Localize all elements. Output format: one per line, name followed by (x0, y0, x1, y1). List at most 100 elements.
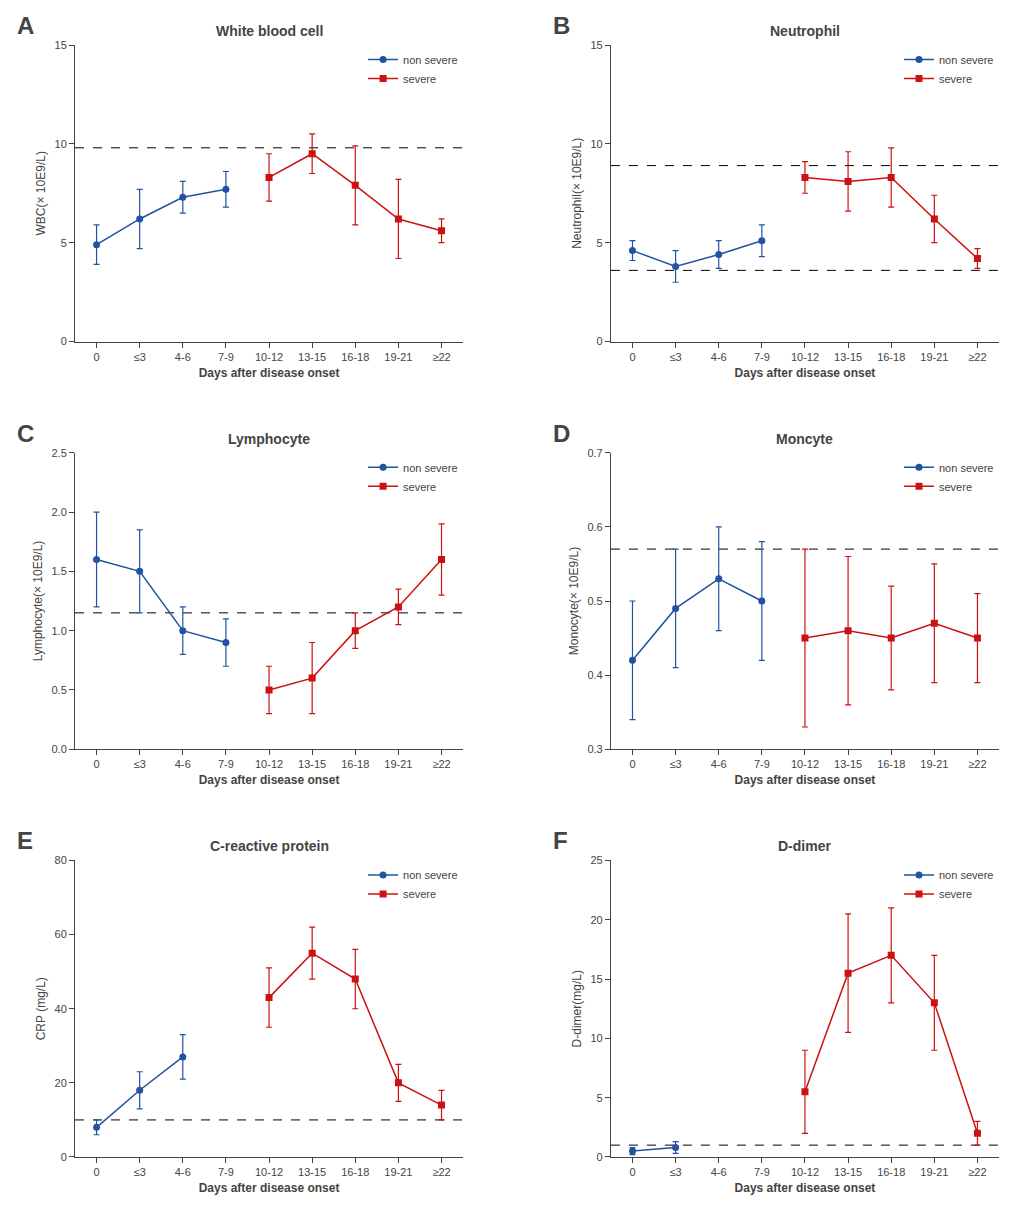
svg-text:0: 0 (629, 351, 635, 363)
svg-text:7-9: 7-9 (754, 1166, 770, 1178)
svg-text:≥22: ≥22 (432, 1166, 450, 1178)
svg-text:15: 15 (590, 39, 602, 51)
svg-text:0: 0 (93, 351, 99, 363)
svg-text:non severe: non severe (403, 54, 457, 66)
svg-text:Days after disease onset: Days after disease onset (199, 1181, 340, 1195)
svg-text:C-reactive protein: C-reactive protein (210, 838, 329, 854)
svg-text:40: 40 (55, 1003, 67, 1015)
svg-text:≤3: ≤3 (670, 1166, 682, 1178)
svg-text:Days after disease onset: Days after disease onset (199, 366, 340, 380)
svg-text:13-15: 13-15 (834, 758, 862, 770)
svg-text:10-12: 10-12 (255, 758, 283, 770)
svg-text:0: 0 (597, 335, 603, 347)
svg-text:Days after disease onset: Days after disease onset (199, 773, 340, 787)
svg-text:2.0: 2.0 (52, 506, 67, 518)
svg-text:1.0: 1.0 (52, 625, 67, 637)
svg-text:0: 0 (93, 758, 99, 770)
svg-text:0: 0 (61, 1151, 67, 1163)
svg-text:≤3: ≤3 (134, 351, 146, 363)
svg-text:Lymphocyte: Lymphocyte (228, 431, 310, 447)
svg-text:0: 0 (597, 1151, 603, 1163)
svg-text:non severe: non severe (939, 54, 993, 66)
svg-text:10-12: 10-12 (255, 351, 283, 363)
svg-text:severe: severe (939, 888, 972, 900)
svg-text:5: 5 (597, 1092, 603, 1104)
svg-text:5: 5 (597, 237, 603, 249)
svg-text:16-18: 16-18 (341, 351, 369, 363)
svg-text:≤3: ≤3 (670, 758, 682, 770)
svg-text:0.4: 0.4 (587, 669, 602, 681)
svg-text:19-21: 19-21 (384, 1166, 412, 1178)
svg-text:0.3: 0.3 (587, 743, 602, 755)
svg-text:25: 25 (590, 854, 602, 866)
svg-text:non severe: non severe (403, 869, 457, 881)
svg-text:severe: severe (403, 73, 436, 85)
svg-text:13-15: 13-15 (298, 758, 326, 770)
svg-text:2.5: 2.5 (52, 447, 67, 459)
svg-text:13-15: 13-15 (298, 1166, 326, 1178)
svg-text:0.6: 0.6 (587, 521, 602, 533)
svg-text:10-12: 10-12 (255, 1166, 283, 1178)
svg-text:4-6: 4-6 (175, 758, 191, 770)
svg-text:4-6: 4-6 (711, 1166, 727, 1178)
svg-text:0.7: 0.7 (587, 447, 602, 459)
svg-text:60: 60 (55, 928, 67, 940)
svg-text:10: 10 (590, 1032, 602, 1044)
svg-text:19-21: 19-21 (384, 758, 412, 770)
svg-text:5: 5 (61, 237, 67, 249)
svg-text:C: C (17, 420, 34, 447)
svg-text:non severe: non severe (939, 462, 993, 474)
svg-text:15: 15 (55, 39, 67, 51)
svg-text:20: 20 (55, 1077, 67, 1089)
svg-text:7-9: 7-9 (218, 1166, 234, 1178)
svg-text:7-9: 7-9 (218, 351, 234, 363)
svg-text:19-21: 19-21 (920, 1166, 948, 1178)
svg-text:10: 10 (590, 138, 602, 150)
svg-text:4-6: 4-6 (711, 758, 727, 770)
svg-text:Neutrophil(× 10E9/L): Neutrophil(× 10E9/L) (570, 138, 584, 249)
svg-text:severe: severe (403, 481, 436, 493)
svg-text:non severe: non severe (403, 462, 457, 474)
svg-text:Days after disease onset: Days after disease onset (735, 1181, 876, 1195)
svg-text:7-9: 7-9 (754, 351, 770, 363)
svg-text:4-6: 4-6 (175, 1166, 191, 1178)
svg-text:D-dimer(mg/L): D-dimer(mg/L) (570, 970, 584, 1047)
svg-text:13-15: 13-15 (834, 351, 862, 363)
svg-text:non severe: non severe (939, 869, 993, 881)
svg-text:10: 10 (55, 138, 67, 150)
svg-text:0: 0 (629, 1166, 635, 1178)
svg-text:Monocyte(× 10E9/L): Monocyte(× 10E9/L) (567, 547, 581, 655)
svg-text:severe: severe (403, 888, 436, 900)
svg-text:≥22: ≥22 (432, 351, 450, 363)
svg-text:F: F (553, 827, 568, 854)
svg-text:4-6: 4-6 (711, 351, 727, 363)
svg-text:Lymphocyte(× 10E9/L): Lymphocyte(× 10E9/L) (31, 541, 45, 662)
svg-text:80: 80 (55, 854, 67, 866)
svg-text:Neutrophil: Neutrophil (770, 23, 840, 39)
svg-text:0: 0 (93, 1166, 99, 1178)
svg-text:WBC(× 10E9/L): WBC(× 10E9/L) (34, 151, 48, 235)
svg-text:0.5: 0.5 (587, 595, 602, 607)
svg-text:0: 0 (61, 335, 67, 347)
svg-text:D-dimer: D-dimer (778, 838, 831, 854)
svg-text:16-18: 16-18 (877, 1166, 905, 1178)
svg-text:19-21: 19-21 (384, 351, 412, 363)
svg-text:severe: severe (939, 73, 972, 85)
svg-text:0: 0 (629, 758, 635, 770)
svg-text:severe: severe (939, 481, 972, 493)
svg-text:1.5: 1.5 (52, 565, 67, 577)
svg-text:13-15: 13-15 (298, 351, 326, 363)
svg-text:≤3: ≤3 (134, 1166, 146, 1178)
svg-text:4-6: 4-6 (175, 351, 191, 363)
svg-text:A: A (17, 12, 34, 39)
svg-text:E: E (17, 827, 33, 854)
svg-text:0.0: 0.0 (52, 743, 67, 755)
svg-text:19-21: 19-21 (920, 758, 948, 770)
svg-text:15: 15 (590, 973, 602, 985)
svg-text:White blood cell: White blood cell (216, 23, 323, 39)
svg-text:7-9: 7-9 (754, 758, 770, 770)
svg-text:13-15: 13-15 (834, 1166, 862, 1178)
svg-text:16-18: 16-18 (877, 351, 905, 363)
svg-text:19-21: 19-21 (920, 351, 948, 363)
svg-text:≥22: ≥22 (968, 1166, 986, 1178)
